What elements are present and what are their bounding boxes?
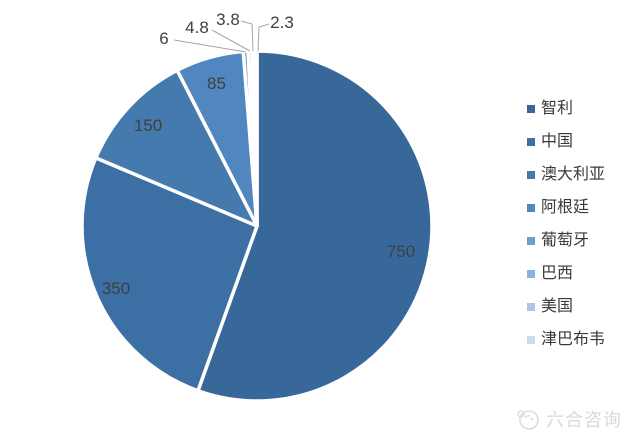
leader-line-津巴布韦 xyxy=(257,23,270,52)
legend-label: 美国 xyxy=(541,298,574,315)
data-label-葡萄牙: 6 xyxy=(159,29,168,48)
data-label-美国: 3.8 xyxy=(216,10,240,29)
pie-slice-中国 xyxy=(80,156,259,393)
legend-swatch-icon xyxy=(527,237,535,245)
data-label-津巴布韦: 2.3 xyxy=(270,13,294,32)
brand-logo-icon xyxy=(517,410,539,430)
data-label-智利: 750 xyxy=(387,242,415,261)
legend-item-澳大利亚: 澳大利亚 xyxy=(527,165,605,185)
watermark: 六合咨询 xyxy=(515,406,622,432)
data-label-中国: 350 xyxy=(102,279,130,298)
data-label-巴西: 4.8 xyxy=(185,18,209,37)
legend-item-中国: 中国 xyxy=(527,132,605,152)
legend-label: 巴西 xyxy=(541,265,574,282)
legend-item-津巴布韦: 津巴布韦 xyxy=(527,330,605,350)
legend-item-阿根廷: 阿根廷 xyxy=(527,198,605,218)
legend-label: 澳大利亚 xyxy=(541,166,606,183)
pie-slice-津巴布韦 xyxy=(253,49,259,228)
legend-label: 葡萄牙 xyxy=(541,232,590,249)
legend-swatch-icon xyxy=(527,270,535,278)
legend-label: 津巴布韦 xyxy=(541,331,606,348)
legend-swatch-icon xyxy=(527,171,535,179)
data-label-澳大利亚: 150 xyxy=(134,116,162,135)
legend-swatch-icon xyxy=(527,336,535,344)
legend-item-美国: 美国 xyxy=(527,297,605,317)
leader-line-葡萄牙 xyxy=(173,39,247,53)
legend-swatch-icon xyxy=(527,204,535,212)
legend: 智利中国澳大利亚阿根廷葡萄牙巴西美国津巴布韦 xyxy=(527,99,605,350)
leader-line-巴西 xyxy=(211,29,251,52)
legend-swatch-icon xyxy=(527,105,535,113)
legend-item-葡萄牙: 葡萄牙 xyxy=(527,231,605,251)
leader-line-美国 xyxy=(240,20,254,52)
legend-swatch-icon xyxy=(527,303,535,311)
legend-item-智利: 智利 xyxy=(527,99,605,119)
legend-swatch-icon xyxy=(527,138,535,146)
pie-slice-澳大利亚 xyxy=(94,68,259,228)
legend-label: 中国 xyxy=(541,133,574,150)
pie-slice-智利 xyxy=(196,49,434,403)
data-label-阿根廷: 85 xyxy=(207,74,226,93)
legend-label: 智利 xyxy=(541,100,574,117)
legend-item-巴西: 巴西 xyxy=(527,264,605,284)
legend-label: 阿根廷 xyxy=(541,199,590,216)
watermark-text: 六合咨询 xyxy=(546,410,622,430)
